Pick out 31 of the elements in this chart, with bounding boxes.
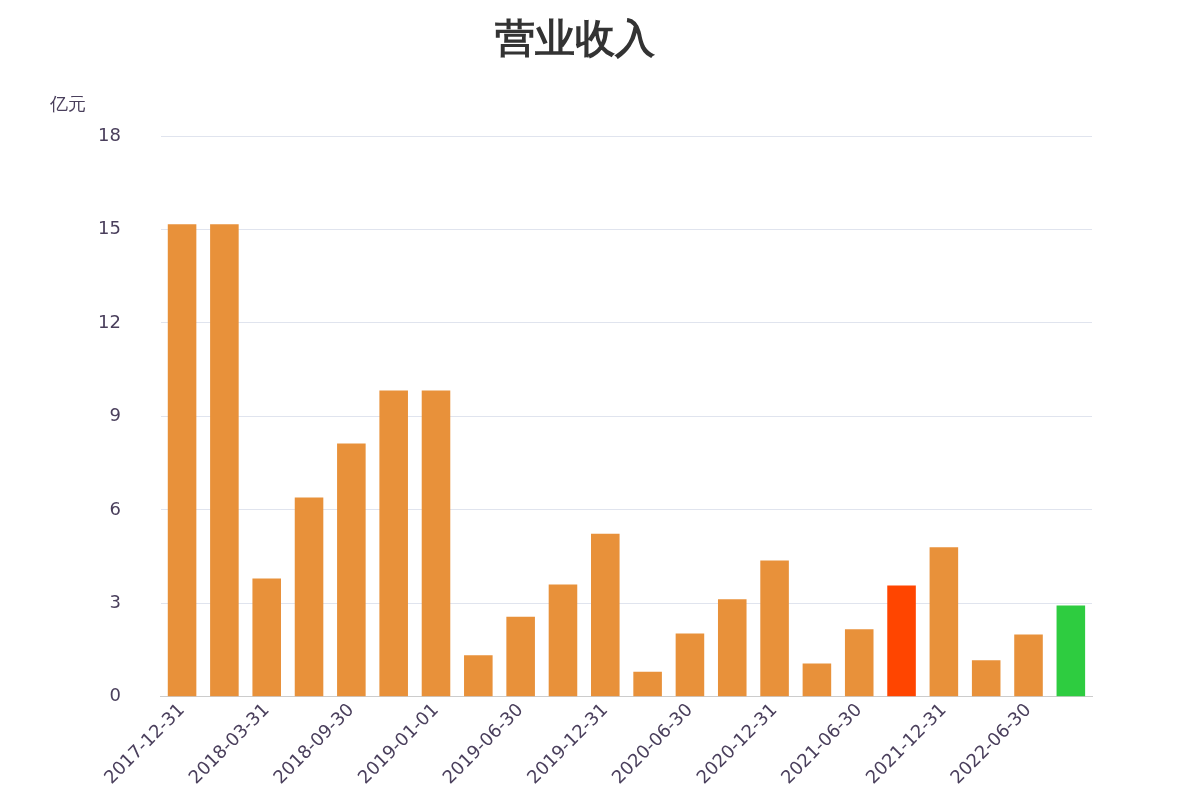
y-tick-label: 15 xyxy=(98,217,121,239)
bar xyxy=(675,633,705,697)
bar xyxy=(1014,634,1043,697)
bar xyxy=(929,547,959,697)
bar xyxy=(506,616,535,697)
bar xyxy=(167,224,197,697)
bar xyxy=(760,560,789,697)
bar xyxy=(802,663,832,697)
chart-title: 营业收入 xyxy=(495,15,656,62)
y-tick-label: 12 xyxy=(98,310,121,332)
bar xyxy=(887,585,916,697)
y-tick-label: 9 xyxy=(109,404,121,426)
y-axis-title: 亿元 xyxy=(49,92,86,114)
y-tick-label: 6 xyxy=(109,497,121,519)
bar xyxy=(379,390,408,697)
bar xyxy=(633,671,662,697)
bar xyxy=(421,390,451,697)
bar xyxy=(210,224,239,697)
bar xyxy=(337,443,366,697)
bar xyxy=(252,578,281,697)
y-tick-label: 0 xyxy=(109,684,121,706)
bar xyxy=(464,655,493,697)
bar xyxy=(548,584,578,697)
y-tick-label: 18 xyxy=(98,123,121,145)
bar xyxy=(1056,605,1086,697)
bar xyxy=(591,533,620,697)
bar xyxy=(717,599,747,697)
bar xyxy=(971,660,1001,697)
bar xyxy=(294,497,324,697)
bar xyxy=(844,629,874,697)
y-tick-label: 3 xyxy=(109,590,121,612)
